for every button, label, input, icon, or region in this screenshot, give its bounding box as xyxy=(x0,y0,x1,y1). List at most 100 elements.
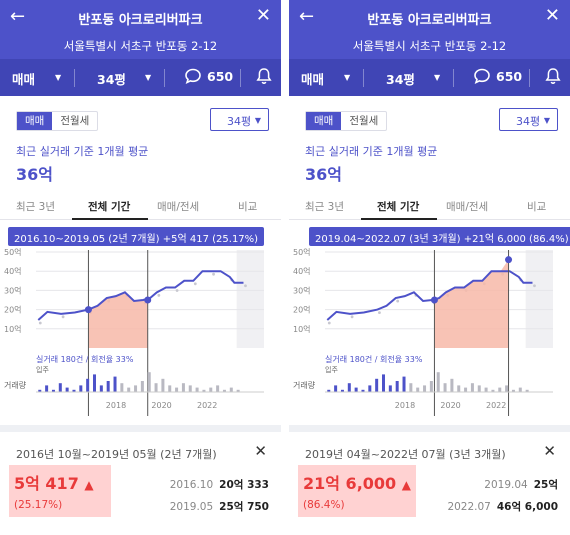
address: 서울특별시 서초구 반포동 2-12 xyxy=(352,39,507,53)
tab-all-period[interactable]: 전체 기간 xyxy=(377,201,420,213)
size-filter[interactable]: 34평 xyxy=(97,72,126,87)
trade-point xyxy=(244,284,247,288)
movein-label: 입주 xyxy=(325,366,338,374)
size-select-value: 34평 xyxy=(227,115,252,128)
segment-rent[interactable]: 전월세 xyxy=(349,115,379,127)
trade-point xyxy=(175,289,179,292)
selection-period: 2016년 10월~2019년 05월 (2년 7개월) xyxy=(16,448,217,461)
chevron-down-icon[interactable]: ▼ xyxy=(344,73,351,82)
back-arrow-icon[interactable]: ← xyxy=(299,6,315,27)
volume-bar xyxy=(58,383,62,392)
volume-bar xyxy=(450,378,454,392)
trade-point xyxy=(378,311,381,314)
tab-compare[interactable]: 비교 xyxy=(238,201,258,213)
volume-bar xyxy=(188,385,192,392)
volume-bar xyxy=(236,389,240,392)
size-select[interactable]: 34평 ▼ xyxy=(210,108,269,131)
volume-bar xyxy=(147,372,151,392)
volume-bar xyxy=(525,389,529,392)
volume-bar xyxy=(79,385,83,392)
size-select-value: 34평 xyxy=(516,115,541,128)
volume-bar xyxy=(209,387,213,392)
divider xyxy=(74,69,75,87)
volume-bar xyxy=(51,389,55,392)
segment-sale[interactable]: 매매 xyxy=(306,112,342,130)
volume-bar xyxy=(93,374,96,392)
size-select[interactable]: 34평 ▼ xyxy=(499,108,558,131)
volume-bar xyxy=(120,383,124,392)
volume-bar xyxy=(368,385,372,392)
trade-segment: 매매 전월세 xyxy=(16,111,99,131)
close-icon[interactable]: ✕ xyxy=(255,5,271,26)
chevron-down-icon[interactable]: ▼ xyxy=(434,73,441,82)
chevron-down-icon[interactable]: ▼ xyxy=(55,73,62,82)
segment-sale[interactable]: 매매 xyxy=(17,112,53,130)
trade-type-filter[interactable]: 매매 xyxy=(301,72,325,87)
active-tab-indicator xyxy=(72,218,148,220)
comment-count[interactable]: 650 xyxy=(207,69,234,84)
y-tick-label: 20억 xyxy=(293,305,311,315)
back-arrow-icon[interactable]: ← xyxy=(10,6,26,27)
trade-point xyxy=(61,315,65,319)
selection-point xyxy=(430,296,438,304)
volume-label: 거래량 xyxy=(293,380,316,390)
change-amount: 5억 417 ▲ xyxy=(14,470,94,494)
tab-recent-3y[interactable]: 최근 3년 xyxy=(16,201,55,213)
period-tabs: 최근 3년 전체 기간 매매/전세 비교 xyxy=(0,192,281,220)
start-price-row: 2016.10 20억 333 xyxy=(170,477,269,492)
y-tick-label: 50억 xyxy=(4,247,22,257)
y-tick-label: 10억 xyxy=(293,324,311,334)
volume-bar xyxy=(195,387,199,392)
tab-all-period[interactable]: 전체 기간 xyxy=(88,201,131,213)
volume-bar xyxy=(38,389,42,392)
comment-count[interactable]: 650 xyxy=(496,69,523,84)
tab-sale-jeonse[interactable]: 매매/전세 xyxy=(446,201,489,213)
comment-icon[interactable] xyxy=(184,67,202,85)
volume-bar xyxy=(382,374,385,392)
up-triangle-icon: ▲ xyxy=(84,478,94,492)
volume-bar xyxy=(161,378,165,392)
volume-bar xyxy=(45,385,49,392)
volume-bar xyxy=(154,383,158,392)
future-zone xyxy=(525,250,553,348)
size-filter[interactable]: 34평 xyxy=(386,72,415,87)
bell-icon[interactable] xyxy=(256,67,272,85)
start-price: 25억 xyxy=(533,479,558,491)
close-detail-button[interactable]: ✕ xyxy=(254,442,267,460)
divider xyxy=(164,69,165,87)
y-tick-label: 30억 xyxy=(4,285,22,295)
x-tick-label: 2020 xyxy=(440,401,460,410)
range-banner: 2019.04~2022.07 (3년 3개월) +21억 6,000 (86.… xyxy=(309,227,570,246)
selection-area xyxy=(434,259,509,348)
legend-text: 실거래 180건 / 회전율 33% xyxy=(325,354,423,364)
chevron-down-icon[interactable]: ▼ xyxy=(145,73,152,82)
tab-recent-3y[interactable]: 최근 3년 xyxy=(305,201,344,213)
x-tick-label: 2018 xyxy=(106,401,126,410)
range-banner: 2016.10~2019.05 (2년 7개월) +5억 417 (25.17%… xyxy=(8,227,265,246)
segment-rent[interactable]: 전월세 xyxy=(60,115,90,127)
trade-type-filter[interactable]: 매매 xyxy=(12,72,36,87)
volume-bar xyxy=(181,383,185,392)
tab-sale-jeonse[interactable]: 매매/전세 xyxy=(157,201,200,213)
volume-bar xyxy=(361,389,365,392)
header: ← 반포동 아크로리버파크 ✕ 서울특별시 서초구 반포동 2-12 매매 ▼ … xyxy=(0,0,281,96)
close-detail-button[interactable]: ✕ xyxy=(543,442,556,460)
trade-point xyxy=(193,282,197,286)
volume-bar xyxy=(113,376,117,392)
bell-icon[interactable] xyxy=(545,67,561,85)
comment-icon[interactable] xyxy=(473,67,491,85)
x-tick-label: 2022 xyxy=(486,401,506,410)
volume-bar xyxy=(99,385,103,392)
change-box: 21억 6,000 ▲ (86.4%) xyxy=(298,465,416,517)
y-tick-label: 40억 xyxy=(4,266,22,276)
tab-compare[interactable]: 비교 xyxy=(527,201,547,213)
divider xyxy=(453,69,454,87)
price-line xyxy=(326,270,533,321)
period-tabs: 최근 3년 전체 기간 매매/전세 비교 xyxy=(289,192,570,220)
close-icon[interactable]: ✕ xyxy=(544,5,560,26)
future-zone xyxy=(236,250,264,348)
volume-bar xyxy=(470,383,474,392)
selection-detail: 2019년 04월~2022년 07월 (3년 3개월) ✕ 21억 6,000… xyxy=(289,425,570,535)
